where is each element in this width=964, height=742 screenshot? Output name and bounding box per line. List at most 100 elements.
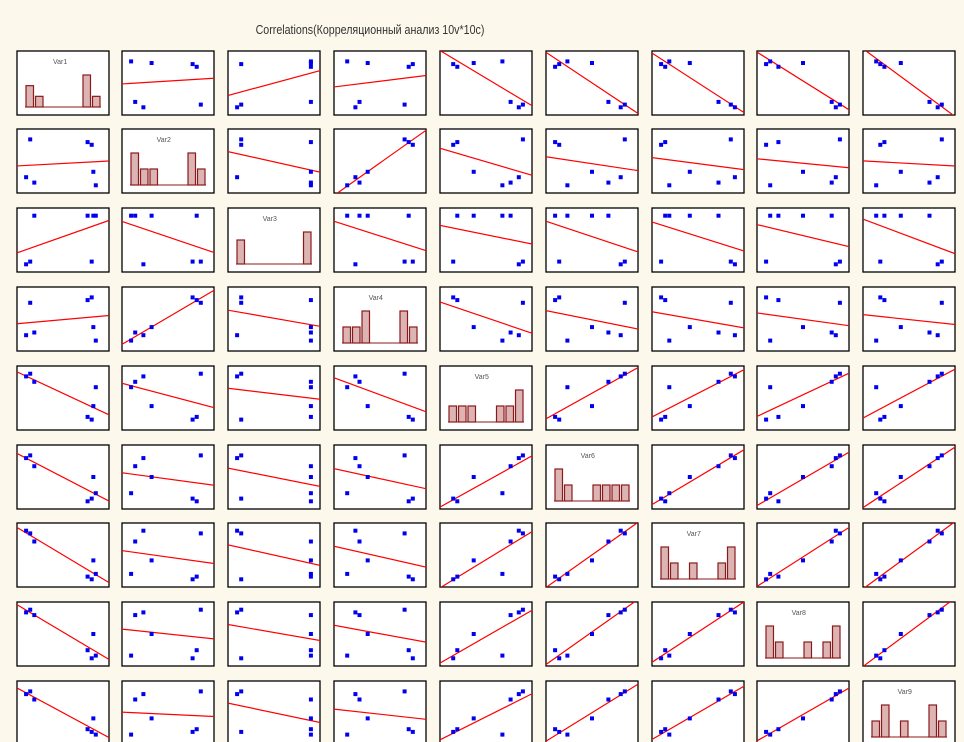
- cell-frame: [651, 128, 745, 194]
- variable-label: Var7: [687, 531, 701, 538]
- data-point: [239, 656, 244, 661]
- data-point: [308, 140, 313, 145]
- data-point: [451, 729, 456, 734]
- regression-line: [228, 467, 320, 488]
- data-point: [455, 574, 460, 579]
- data-point: [837, 259, 842, 264]
- cell-r8-c6: [545, 601, 639, 667]
- chart-title: Correlations(Корреляционный анализ 10v*1…: [255, 22, 485, 37]
- data-point: [898, 169, 903, 174]
- histogram-bar: [620, 484, 630, 502]
- histogram-bar: [831, 625, 841, 659]
- data-point: [833, 528, 838, 533]
- data-point: [833, 175, 838, 180]
- data-point: [235, 105, 240, 110]
- cell-frame: [545, 207, 639, 273]
- data-point: [663, 213, 668, 218]
- cell-r7-c5: [439, 522, 533, 588]
- data-point: [93, 571, 98, 576]
- data-point: [829, 213, 834, 218]
- regression-line: [863, 218, 955, 255]
- data-point: [28, 259, 33, 264]
- data-point: [716, 180, 721, 185]
- data-point: [898, 632, 903, 636]
- data-point: [764, 62, 769, 67]
- data-point: [590, 632, 594, 636]
- regression-line: [17, 687, 109, 739]
- data-point: [618, 528, 623, 533]
- data-point: [402, 531, 407, 536]
- regression-line: [440, 301, 532, 334]
- data-point: [451, 142, 456, 147]
- data-point: [308, 61, 313, 66]
- data-point: [308, 385, 313, 390]
- data-point: [606, 180, 611, 185]
- histogram-bar: [196, 168, 206, 186]
- cell-r3-c3: Var3: [227, 207, 321, 273]
- data-point: [129, 571, 134, 576]
- data-point: [471, 716, 476, 721]
- data-point: [308, 648, 313, 653]
- regression-line: [122, 382, 214, 409]
- data-point: [687, 475, 692, 479]
- data-point: [732, 105, 737, 110]
- data-point: [365, 404, 370, 409]
- cell-r6-c2: [121, 444, 215, 510]
- data-point: [198, 531, 203, 536]
- data-point: [764, 295, 769, 300]
- data-point: [553, 64, 558, 69]
- data-point: [133, 613, 138, 618]
- data-point: [663, 648, 668, 653]
- data-point: [239, 62, 244, 67]
- data-point: [874, 183, 879, 188]
- data-point: [91, 404, 96, 409]
- data-point: [667, 653, 672, 658]
- data-point: [837, 371, 842, 376]
- data-point: [239, 689, 244, 694]
- data-point: [500, 59, 505, 64]
- data-point: [553, 648, 558, 653]
- regression-line: [757, 312, 849, 327]
- data-point: [618, 333, 623, 338]
- cell-frame: [651, 286, 745, 352]
- data-point: [353, 528, 358, 533]
- data-point: [91, 716, 96, 721]
- regression-line: [440, 609, 532, 664]
- data-point: [24, 528, 29, 533]
- data-point: [239, 137, 244, 142]
- data-point: [308, 727, 313, 732]
- cell-r7-c7: Var7: [651, 522, 745, 588]
- data-point: [451, 295, 456, 300]
- data-point: [32, 539, 37, 544]
- data-point: [508, 539, 513, 544]
- data-point: [455, 64, 460, 69]
- data-point: [24, 374, 29, 379]
- data-point: [590, 61, 594, 66]
- data-point: [878, 62, 883, 67]
- data-point: [353, 610, 358, 615]
- data-point: [451, 577, 456, 582]
- data-point: [833, 456, 838, 461]
- data-point: [878, 577, 883, 582]
- data-point: [32, 464, 37, 469]
- data-point: [663, 64, 668, 69]
- cell-r6-c6: Var6: [545, 444, 639, 510]
- data-point: [308, 571, 313, 576]
- data-point: [829, 379, 834, 384]
- cell-r8-c9: [862, 601, 956, 667]
- data-point: [732, 262, 737, 267]
- cell-r4-c2: [121, 286, 215, 352]
- histogram-bar: [660, 546, 670, 580]
- data-point: [308, 613, 313, 618]
- histogram-bar: [822, 641, 832, 659]
- data-point: [357, 539, 362, 544]
- data-point: [235, 692, 240, 697]
- data-point: [520, 259, 525, 264]
- data-point: [308, 475, 313, 479]
- data-point: [927, 464, 932, 469]
- data-point: [520, 453, 525, 458]
- regression-line: [122, 472, 214, 486]
- cell-frame: [333, 50, 427, 116]
- data-point: [455, 298, 460, 303]
- data-point: [606, 99, 611, 104]
